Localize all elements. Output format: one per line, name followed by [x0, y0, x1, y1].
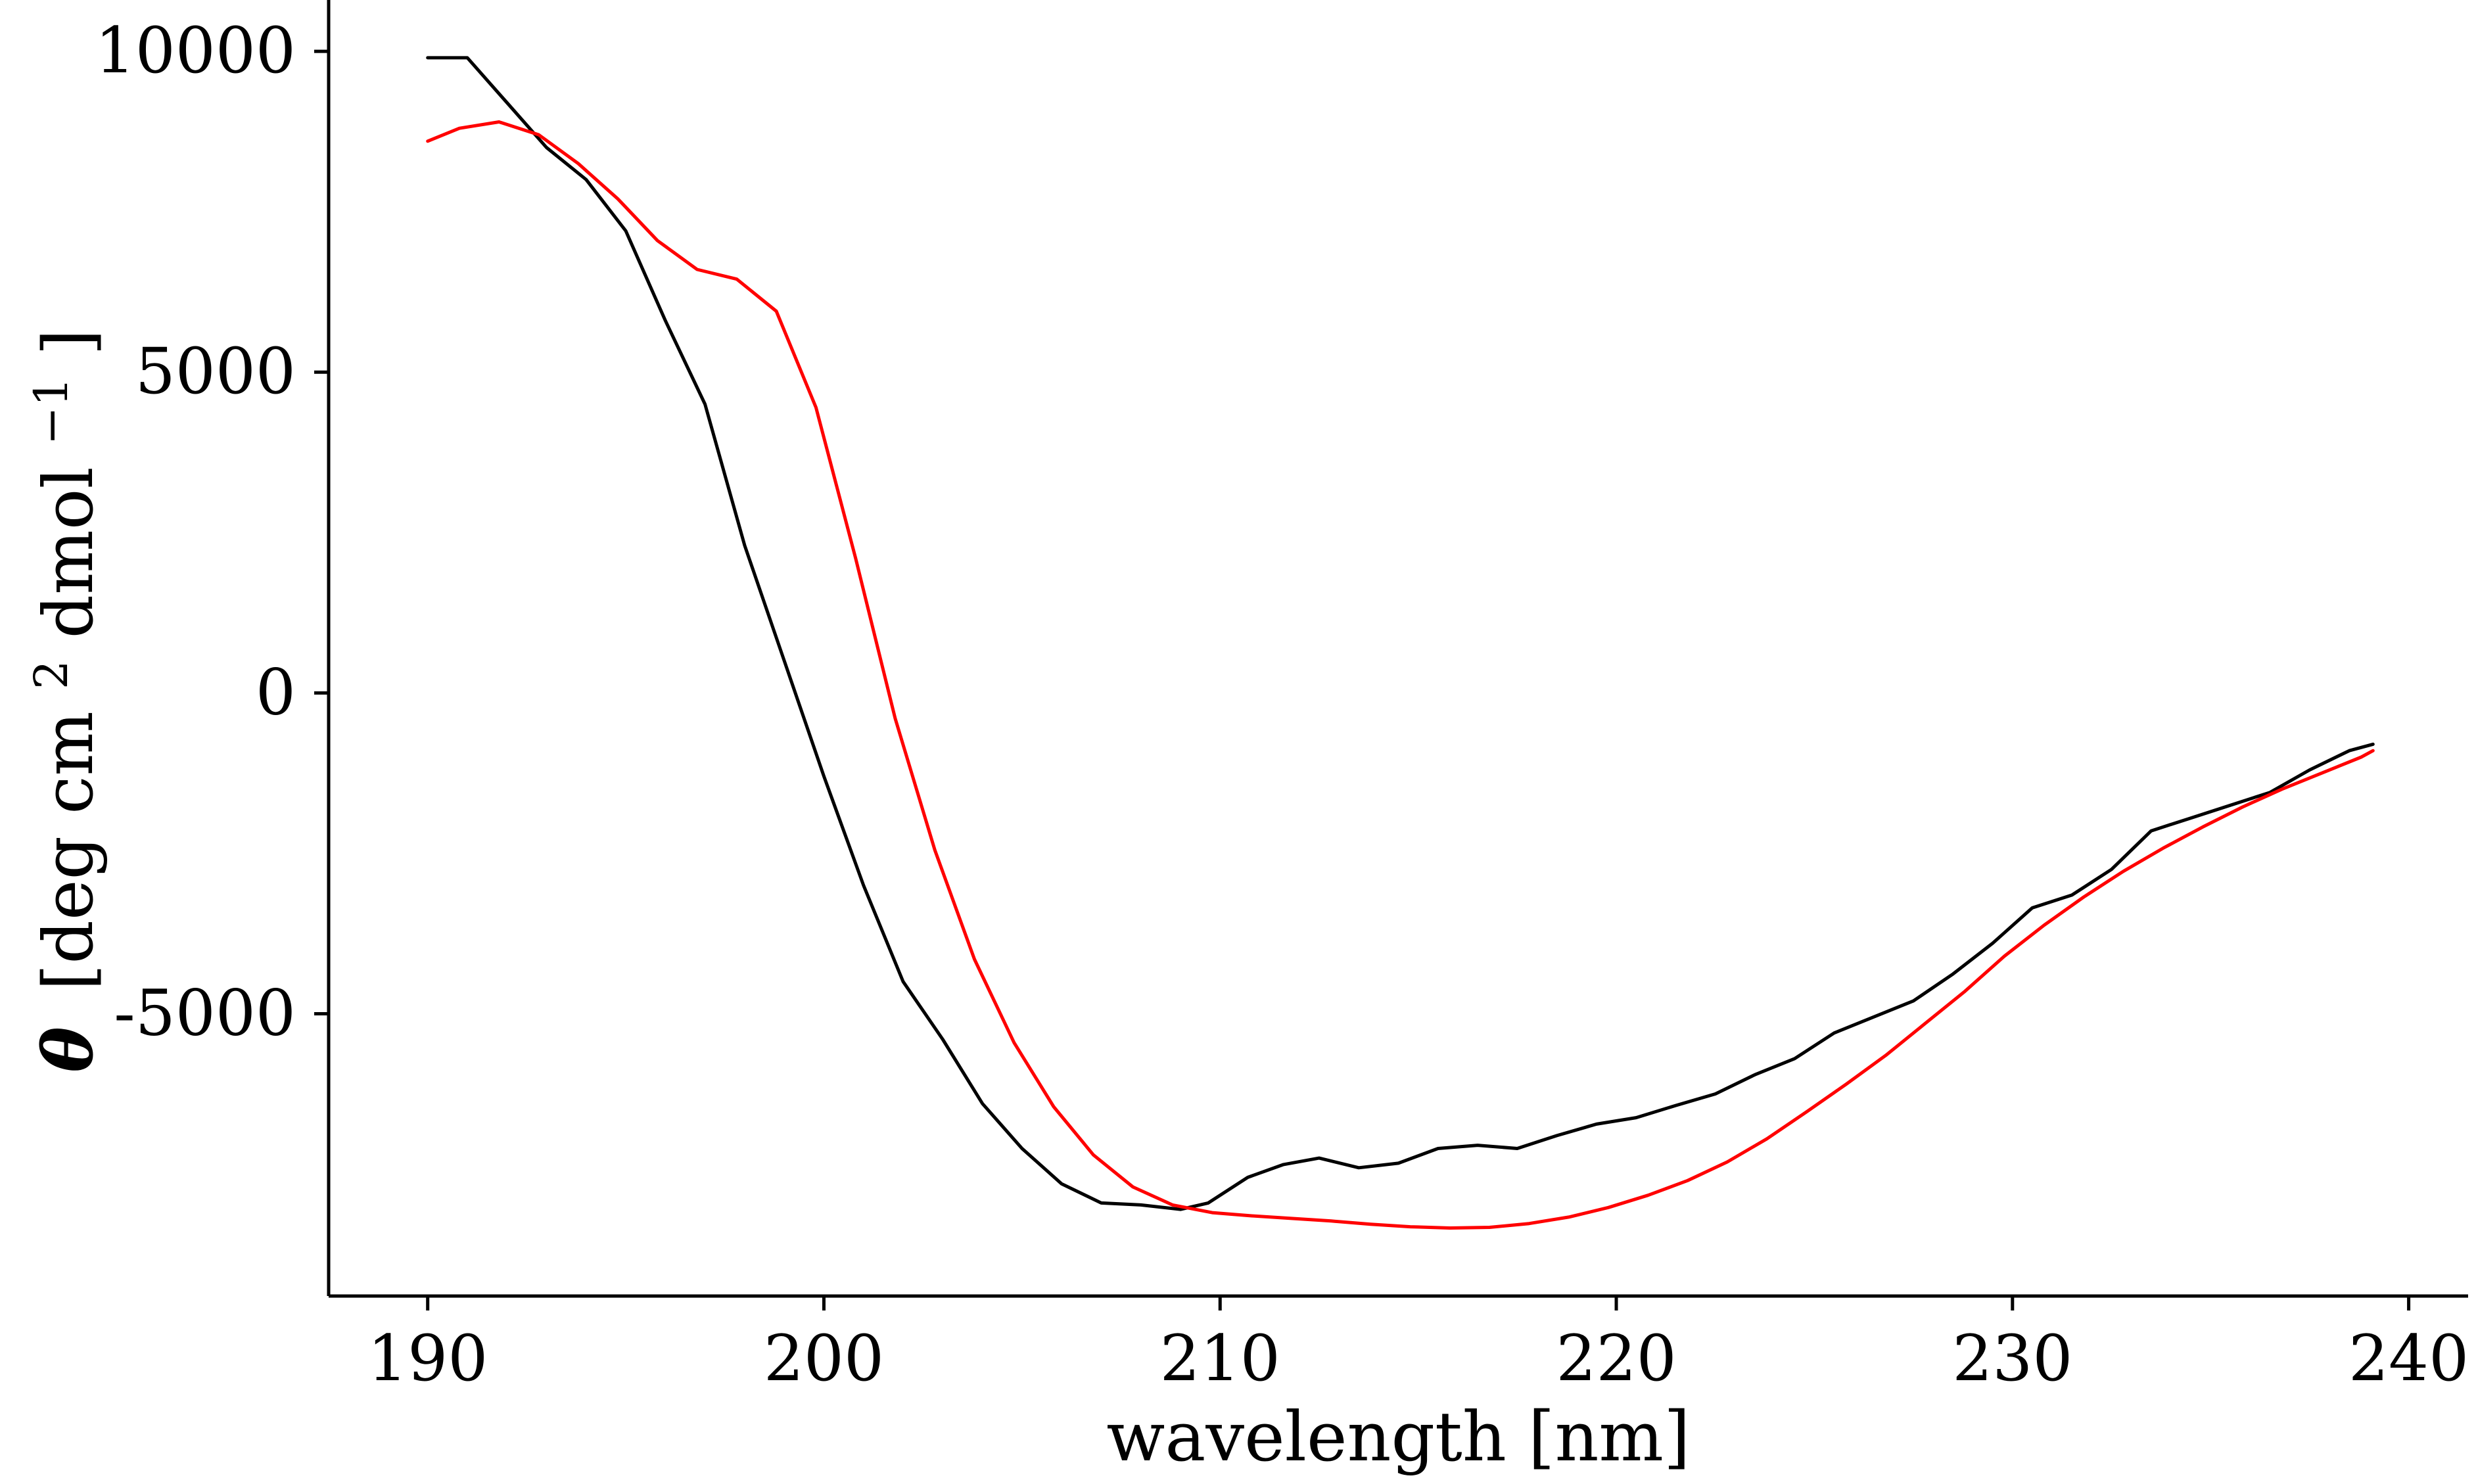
x-tick-label: 190 — [367, 1322, 488, 1395]
x-ticks: 190 200 210 220 230 240 — [367, 1296, 2469, 1395]
y-axis-title-text-2: dmol — [28, 467, 108, 638]
x-tick-label: 210 — [1160, 1322, 1280, 1395]
series-line-1 — [426, 56, 2375, 1211]
series-layer — [426, 56, 2375, 1230]
y-axis-title-superscript-1: 2 — [24, 660, 78, 689]
series-line-2 — [426, 120, 2375, 1230]
x-tick-label: 200 — [764, 1322, 884, 1395]
y-axis-title: θ [deg cm 2 dmol −1 ] — [3, 329, 108, 1072]
y-axis-title-symbol: θ — [28, 1027, 108, 1072]
x-tick-label: 230 — [1952, 1322, 2072, 1395]
y-tick-label: 5000 — [135, 335, 296, 408]
y-ticks: 10000 5000 0 -5000 — [95, 14, 329, 1050]
y-axis-title-superscript-2: −1 — [24, 377, 78, 445]
y-tick-label: -5000 — [114, 976, 296, 1050]
y-axis-title-text-3: ] — [28, 329, 108, 356]
axes-layer — [327, 0, 2468, 1298]
y-tick-label: 10000 — [95, 14, 296, 87]
x-axis-title: wavelength [nm] — [1106, 1397, 1690, 1477]
y-axis-title-text: [deg cm — [28, 711, 108, 990]
x-tick-label: 220 — [1556, 1322, 1676, 1395]
y-tick-label: 0 — [256, 655, 296, 729]
x-tick-label: 240 — [2348, 1322, 2469, 1395]
